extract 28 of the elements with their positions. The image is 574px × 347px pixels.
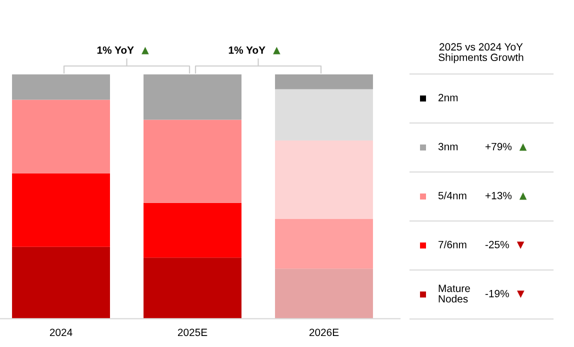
- text: 1% YoY ▲: [97, 46, 149, 54]
- bar: [144, 202, 242, 258]
- bar: [12, 246, 110, 319]
- bar: [275, 140, 373, 219]
- bar: [144, 120, 242, 203]
- x-tick-label: 2026E: [309, 328, 339, 336]
- text: +79% ▲: [486, 142, 527, 151]
- bar: [275, 89, 373, 141]
- legend-label: 5/4nm: [438, 192, 466, 200]
- text: 1% YoY ▲: [228, 46, 280, 54]
- text: 2nm: [438, 94, 458, 102]
- legend-label: 3nm: [438, 142, 458, 150]
- bar: [144, 74, 242, 120]
- x-tick-label: 2025E: [178, 328, 208, 336]
- text: -19% ▼: [485, 290, 524, 298]
- x-tick-label: 2024: [50, 328, 72, 336]
- legend-label: 7/6nm: [438, 240, 466, 248]
- text: -25% ▼: [485, 240, 524, 249]
- bar: [144, 258, 242, 319]
- bar: [275, 74, 373, 90]
- bar: [275, 268, 373, 319]
- legend-label: Mature Nodes: [438, 284, 470, 303]
- bar: [12, 174, 110, 247]
- bar: [275, 218, 373, 269]
- legend-title: 2025 vs 2024 YoY Shipments Growth: [438, 43, 524, 64]
- bar: [12, 100, 110, 174]
- bar: [12, 74, 110, 100]
- text: +13% ▲: [486, 192, 527, 200]
